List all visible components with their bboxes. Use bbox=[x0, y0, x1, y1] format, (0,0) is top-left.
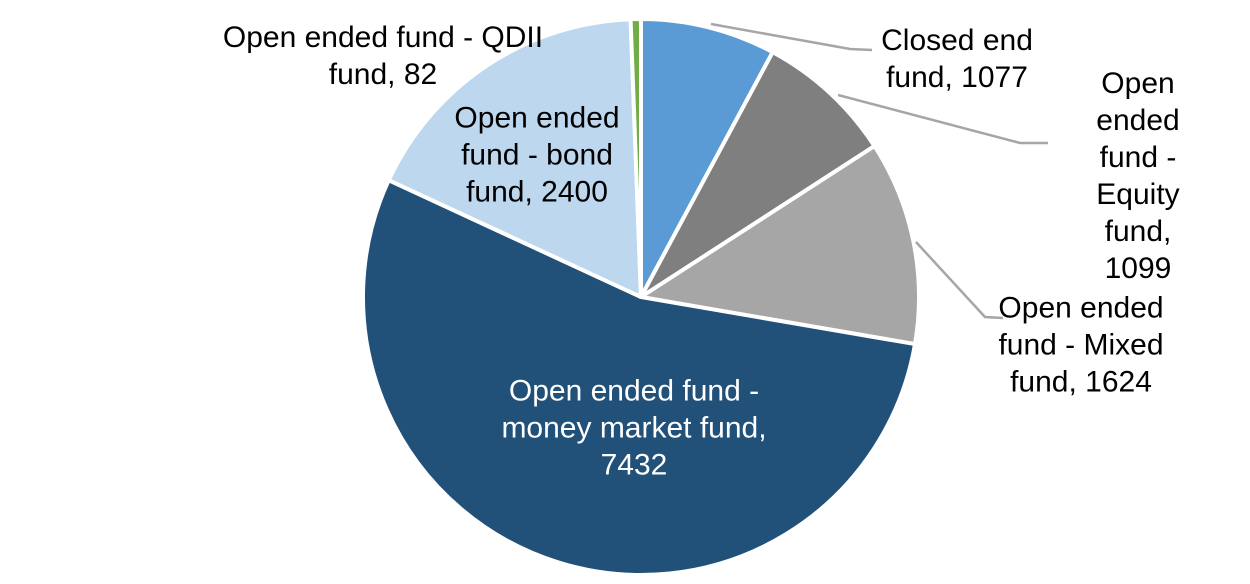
pie-slice-mixed-fund bbox=[639, 144, 921, 347]
leader-line-mixed-fund bbox=[915, 241, 1004, 320]
pie-slices-group bbox=[361, 17, 921, 577]
pie-slice-qdii-fund bbox=[628, 17, 643, 299]
pie-slice-closed-end-fund bbox=[639, 17, 775, 299]
pie-slice-money-market-fund bbox=[361, 178, 917, 577]
leader-line-closed-end-fund bbox=[710, 22, 873, 52]
pie-slice-bond-fund bbox=[386, 17, 643, 299]
pie-slice-equity-fund bbox=[639, 50, 877, 299]
leader-line-equity-fund bbox=[837, 93, 1048, 145]
